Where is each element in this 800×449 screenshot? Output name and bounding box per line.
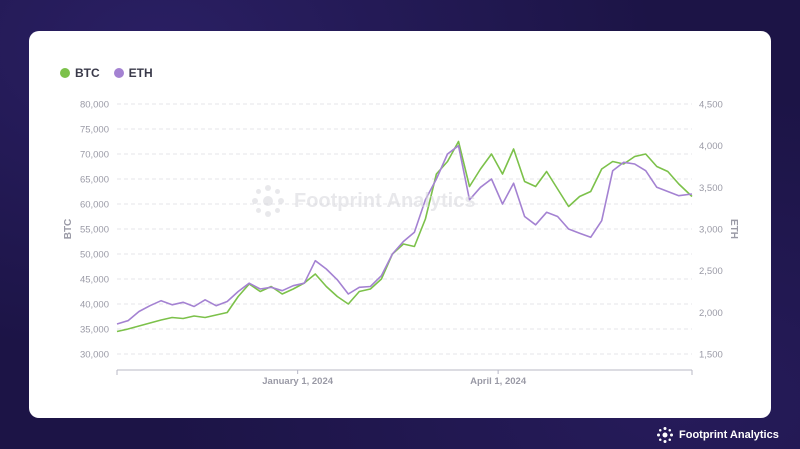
y-left-tick-label: 35,000 [80, 325, 109, 336]
y-left-tick-label: 75,000 [80, 125, 109, 136]
x-tick-label: April 1, 2024 [470, 376, 527, 387]
legend-label-eth: ETH [128, 66, 153, 80]
y-left-tick-label: 80,000 [80, 100, 109, 111]
legend-label-btc: BTC [75, 66, 100, 80]
legend-item-eth[interactable]: ETH [113, 66, 153, 80]
y-right-tick-label: 2,500 [699, 266, 723, 277]
x-tick-label: January 1, 2024 [262, 376, 333, 387]
y-left-tick-label: 55,000 [80, 225, 109, 236]
y-right-tick-label: 1,500 [699, 350, 723, 361]
series-line-btc [116, 140, 693, 333]
y-left-tick-label: 50,000 [80, 250, 109, 261]
legend: BTC ETH [60, 66, 153, 80]
y-right-tick-label: 2,000 [699, 308, 723, 319]
btc-legend-dot [60, 68, 70, 78]
y-left-tick-label: 45,000 [80, 275, 109, 286]
legend-item-btc[interactable]: BTC [60, 66, 100, 80]
watermark-logo-icon [252, 185, 284, 217]
y-left-tick-label: 65,000 [80, 175, 109, 186]
brand-name: Footprint Analytics [679, 429, 779, 441]
chart-card: 30,000 35,000 40,000 45,000 50,000 55,000 60,0… [29, 31, 771, 418]
watermark: Footprint Analytics [250, 183, 475, 219]
y-left-tick-label: 70,000 [80, 150, 109, 161]
y-right-tick-label: 4,000 [699, 141, 723, 152]
series-line-eth [116, 144, 693, 325]
y-left-tick-label: 60,000 [80, 200, 109, 211]
footprint-logo-icon [657, 427, 673, 443]
y-right-tick-label: 3,500 [699, 183, 723, 194]
y-left-tick-label: 40,000 [80, 300, 109, 311]
y-left-axis-title: BTC [63, 219, 74, 240]
brand: Footprint Analytics [656, 426, 779, 444]
y-right-tick-label: 3,000 [699, 225, 723, 236]
y-right-tick-label: 4,500 [699, 100, 723, 111]
y-right-axis-title: ETH [728, 219, 739, 239]
watermark-text: Footprint Analytics [294, 189, 476, 212]
y-left-tick-label: 30,000 [80, 350, 109, 361]
chart-svg: 30,000 35,000 40,000 45,000 50,000 55,000 60,0… [63, 100, 739, 388]
eth-legend-dot [113, 68, 124, 78]
